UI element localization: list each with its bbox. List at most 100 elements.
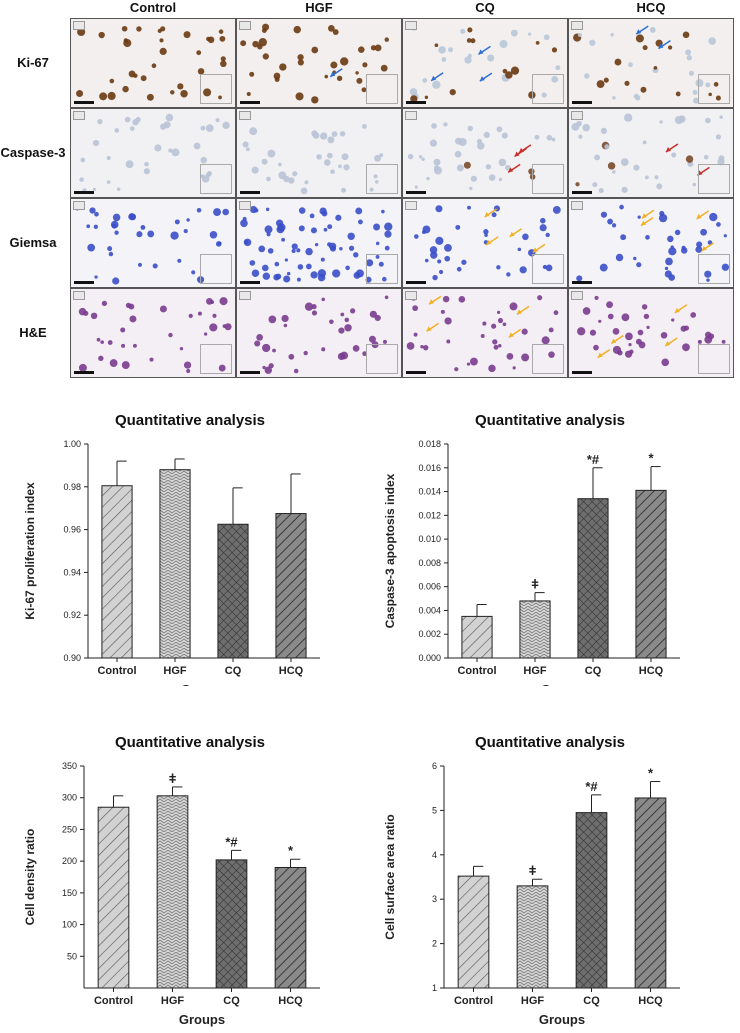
bar-cq — [577, 498, 609, 659]
y-tick-label: 0.010 — [418, 534, 441, 544]
thumbnail-marker — [405, 21, 417, 30]
bar-hcq — [274, 866, 307, 989]
x-axis-label: Groups — [539, 1012, 585, 1027]
cells-image — [240, 23, 389, 104]
bar-control — [461, 615, 493, 659]
micrograph-panel — [568, 108, 734, 198]
thumbnail-marker — [73, 21, 85, 30]
caspase3-chart: Quantitative analysis 0.000 0.002 0.004 0.0… — [380, 408, 720, 686]
x-tick-label: HGF — [521, 995, 545, 1007]
bar-cq — [215, 859, 248, 989]
thumbnail-marker — [571, 291, 583, 300]
bar-chart-svg: 1 2 3 4 5 6 Control HGF ǂ CQ *# HCQ * Groups Cell surf… — [383, 761, 680, 1027]
scale-bar — [572, 371, 592, 374]
y-tick-label: 200 — [62, 856, 77, 866]
y-tick-label: 0.004 — [418, 605, 441, 615]
thumbnail-marker — [73, 111, 85, 120]
thumbnail-marker — [571, 201, 583, 210]
column-header: Control — [129, 0, 177, 15]
x-tick-label: Control — [97, 665, 136, 677]
y-tick-label: 0.96 — [63, 525, 81, 535]
cells-image — [240, 205, 393, 283]
y-axis-label: Ki-67 proliferation index — [23, 482, 37, 620]
cells-image — [576, 204, 730, 282]
chart-title: Quantitative analysis — [474, 734, 626, 751]
micrograph-panel — [236, 108, 402, 198]
inset-box — [698, 344, 730, 374]
x-tick-label: HGF — [161, 995, 185, 1007]
x-tick-label: HCQ — [639, 665, 664, 677]
thumbnail-marker — [239, 21, 251, 30]
y-tick-label: 250 — [62, 824, 77, 834]
x-tick-label: CQ — [583, 995, 600, 1007]
cells-image — [79, 113, 230, 193]
y-tick-label: 0.018 — [418, 439, 441, 449]
x-tick-label: CQ — [585, 665, 602, 677]
row-label: Ki-67 — [17, 55, 49, 70]
bar-control — [101, 485, 133, 659]
scale-bar — [572, 101, 592, 104]
inset-box — [366, 254, 398, 284]
y-tick-label: 0.000 — [418, 653, 441, 663]
ki67-chart: Quantitative analysis 0.90 0.92 0.94 0.96 0.… — [20, 408, 360, 686]
scale-bar — [572, 281, 592, 284]
scale-bar — [74, 101, 94, 104]
micrograph-panel — [70, 18, 236, 108]
thumbnail-marker — [73, 291, 85, 300]
row-label: H&E — [19, 325, 47, 340]
bar-cq — [575, 812, 608, 989]
bar-hcq — [634, 797, 667, 989]
scale-bar — [240, 371, 260, 374]
y-tick-label: 350 — [62, 761, 77, 771]
micrograph-panel — [568, 288, 734, 378]
thumbnail-marker — [239, 111, 251, 120]
micrograph-panel — [568, 198, 734, 288]
thumbnail-marker — [73, 201, 85, 210]
bar-chart-svg: 0.000 0.002 0.004 0.006 0.008 0.010 0.012 0.014… — [383, 439, 680, 686]
scale-bar — [74, 281, 94, 284]
scale-bar — [240, 191, 260, 194]
bar-chart-svg: 50 100 150 200 250 300 350 Control HGF ǂ CQ *# HCQ * G… — [23, 761, 320, 1027]
y-tick-label: 0.006 — [418, 582, 441, 592]
significance-marker: * — [288, 843, 294, 858]
x-tick-label: Control — [94, 995, 133, 1007]
cell-density-chart: Quantitative analysis 50 100 150 200 250 300 3… — [20, 730, 360, 1030]
thumbnail-marker — [239, 291, 251, 300]
y-tick-label: 50 — [67, 951, 77, 961]
x-axis-label: Groups — [179, 1012, 225, 1027]
micrograph-panel — [402, 198, 568, 288]
bar-cq — [217, 523, 249, 659]
scale-bar — [74, 191, 94, 194]
thumbnail-marker — [405, 111, 417, 120]
micrograph-panel — [70, 108, 236, 198]
y-tick-label: 6 — [432, 761, 437, 771]
cells-image — [406, 294, 559, 373]
significance-marker: *# — [587, 452, 600, 467]
bar-hcq — [275, 513, 307, 659]
y-axis-label: Cell density ratio — [23, 829, 37, 926]
inset-box — [366, 344, 398, 374]
y-tick-label: 2 — [432, 939, 437, 949]
y-tick-label: 0.014 — [418, 487, 441, 497]
micrograph-panel — [70, 288, 236, 378]
significance-marker: *# — [225, 834, 238, 849]
micrograph-panel — [568, 18, 734, 108]
y-tick-label: 100 — [62, 920, 77, 930]
row-label: Caspase-3 — [0, 145, 66, 160]
y-tick-label: 0.012 — [418, 510, 441, 520]
x-tick-label: HCQ — [278, 995, 303, 1007]
y-tick-label: 0.94 — [63, 567, 81, 577]
cells-image — [78, 297, 232, 374]
bar-hgf — [156, 795, 189, 989]
significance-marker: ǂ — [529, 863, 537, 878]
bar-hgf — [159, 469, 191, 659]
inset-box — [366, 164, 398, 194]
inset-box — [698, 254, 730, 284]
cells-image — [76, 25, 227, 101]
significance-marker: ǂ — [531, 577, 539, 592]
y-tick-label: 150 — [62, 888, 77, 898]
cells-image — [407, 122, 556, 191]
inset-box — [200, 74, 232, 104]
column-header: HCQ — [636, 0, 666, 15]
x-axis-label: Groups — [541, 682, 587, 686]
